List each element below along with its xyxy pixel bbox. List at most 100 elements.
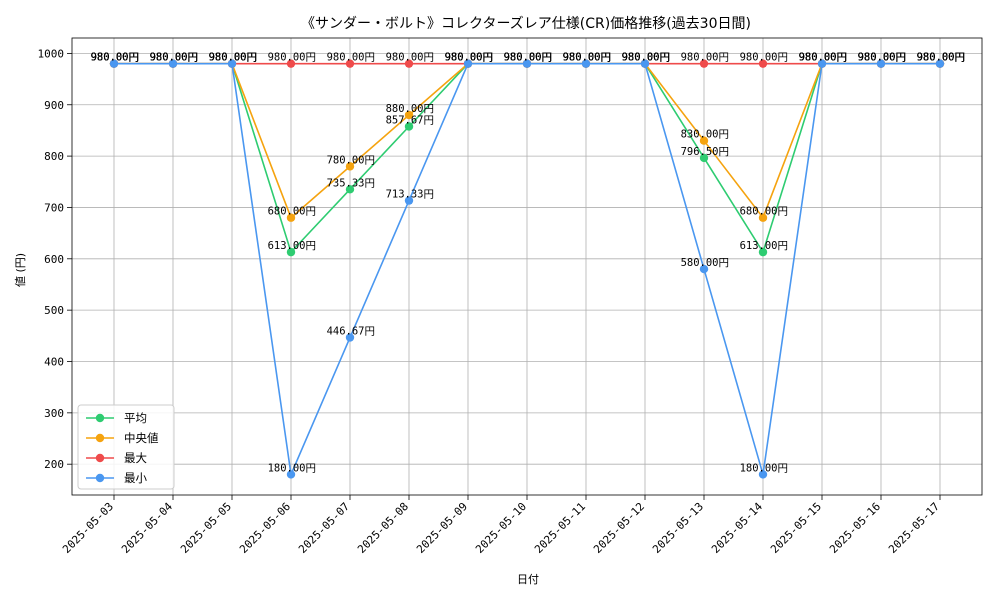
legend-swatch-marker-median [95, 433, 105, 443]
data-label-max-2025-05-07: 980.00円 [327, 52, 375, 64]
data-label-median-2025-05-16: 980.00円 [858, 52, 906, 64]
data-label-mean-2025-05-05: 980.00円 [209, 52, 257, 64]
data-label-max-2025-05-04: 980.00円 [150, 52, 198, 64]
legend-label-median: 中央値 [124, 431, 159, 445]
data-label-layer: 980.00円 980.00円 980.00円 613.00円 735.33円 857.6… [91, 52, 965, 475]
legend-swatch-marker-min [95, 473, 105, 483]
y-tick-label-300: 300 [44, 407, 64, 420]
data-label-median-2025-05-17: 980.00円 [917, 52, 965, 64]
data-label-max-2025-05-08: 980.00円 [386, 52, 434, 64]
data-label-min-2025-05-05: 980.00円 [209, 52, 257, 64]
data-label-min-2025-05-08: 713.33円 [386, 189, 434, 201]
point-min-2025-05-11 [581, 59, 591, 68]
y-tick-label-800: 800 [44, 150, 64, 163]
data-label-min-2025-05-07: 446.67円 [327, 326, 375, 338]
data-label-min-2025-05-14: 180.00円 [740, 462, 788, 474]
data-label-mean-2025-05-07: 735.33円 [327, 177, 375, 189]
legend-swatch-marker-max [95, 453, 105, 463]
data-label-max-2025-05-03: 980.00円 [91, 52, 139, 64]
point-min-2025-05-12 [640, 59, 650, 68]
data-label-median-2025-05-14: 680.00円 [740, 206, 788, 218]
y-tick-label-200: 200 [44, 458, 64, 471]
data-label-median-2025-05-15: 980.00円 [799, 52, 847, 64]
point-min-2025-05-15 [817, 59, 827, 68]
data-label-mean-2025-05-10: 980.00円 [504, 52, 552, 64]
legend-label-min: 最小 [124, 471, 147, 485]
data-label-max-2025-05-13: 980.00円 [681, 52, 729, 64]
plot-frame [71, 37, 983, 496]
data-label-median-2025-05-05: 980.00円 [209, 52, 257, 64]
legend-label-max: 最大 [124, 451, 147, 465]
data-label-min-2025-05-13: 580.00円 [681, 257, 729, 269]
data-label-mean-2025-05-08: 857.67円 [386, 114, 434, 126]
point-mean-2025-05-07 [345, 185, 355, 194]
point-median-2025-05-07 [345, 162, 355, 171]
data-label-mean-2025-05-06: 613.00円 [268, 240, 316, 252]
point-min-2025-05-13 [699, 264, 709, 274]
y-tick-label-500: 500 [44, 304, 64, 317]
point-max-2025-05-06 [286, 59, 296, 68]
data-label-max-2025-05-05: 980.00円 [209, 52, 257, 64]
point-mean-2025-05-06 [286, 247, 296, 257]
data-label-median-2025-05-11: 980.00円 [563, 52, 611, 64]
y-axis-label: 値 (円) [14, 253, 27, 287]
point-min-2025-05-04 [168, 59, 178, 68]
data-label-mean-2025-05-16: 980.00円 [858, 52, 906, 64]
point-mean-2025-05-14 [758, 247, 768, 257]
data-label-median-2025-05-12: 980.00円 [622, 52, 670, 64]
legend-box [77, 404, 175, 490]
data-label-mean-2025-05-11: 980.00円 [563, 52, 611, 64]
data-label-median-2025-05-03: 980.00円 [91, 52, 139, 64]
data-label-max-2025-05-09: 980.00円 [445, 52, 493, 64]
data-label-max-2025-05-15: 980.00円 [799, 52, 847, 64]
data-label-max-2025-05-10: 980.00円 [504, 52, 552, 64]
data-label-median-2025-05-10: 980.00円 [504, 52, 552, 64]
data-label-mean-2025-05-03: 980.00円 [91, 52, 139, 64]
data-label-min-2025-05-06: 180.00円 [268, 462, 316, 474]
data-label-mean-2025-05-09: 980.00円 [445, 52, 493, 64]
data-label-median-2025-05-13: 830.00円 [681, 129, 729, 141]
data-label-min-2025-05-04: 980.00円 [150, 52, 198, 64]
point-min-2025-05-14 [758, 470, 768, 479]
data-label-mean-2025-05-14: 613.00円 [740, 240, 788, 252]
point-min-2025-05-08 [404, 196, 414, 205]
point-min-2025-05-07 [345, 333, 355, 342]
point-min-2025-05-03 [109, 59, 119, 68]
point-median-2025-05-06 [286, 213, 296, 222]
point-min-2025-05-06 [286, 470, 296, 479]
y-tick-label-1000: 1000 [38, 47, 65, 60]
chart-title: 《サンダー・ボルト》コレクターズレア仕様(CR)価格推移(過去30日間) [301, 16, 751, 32]
data-label-min-2025-05-12: 980.00円 [622, 52, 670, 64]
y-tick-label-600: 600 [44, 253, 64, 266]
x-axis-label: 日付 [517, 573, 539, 586]
y-tick-label-700: 700 [44, 201, 64, 214]
legend-label-mean: 平均 [124, 411, 147, 425]
data-label-max-2025-05-06: 980.00円 [268, 52, 316, 64]
data-label-mean-2025-05-12: 980.00円 [622, 52, 670, 64]
data-label-min-2025-05-17: 980.00円 [917, 52, 965, 64]
data-label-max-2025-05-14: 980.00円 [740, 52, 788, 64]
data-label-max-2025-05-12: 980.00円 [622, 52, 670, 64]
data-label-mean-2025-05-04: 980.00円 [150, 52, 198, 64]
data-label-max-2025-05-17: 980.00円 [917, 52, 965, 64]
y-tick-label-400: 400 [44, 355, 64, 368]
data-label-min-2025-05-10: 980.00円 [504, 52, 552, 64]
data-label-median-2025-05-08: 880.00円 [386, 103, 434, 115]
point-max-2025-05-07 [345, 59, 355, 68]
data-label-mean-2025-05-13: 796.50円 [681, 146, 729, 158]
data-label-min-2025-05-11: 980.00円 [563, 52, 611, 64]
point-max-2025-05-14 [758, 59, 768, 68]
data-label-min-2025-05-09: 980.00円 [445, 52, 493, 64]
point-max-2025-05-08 [404, 59, 414, 68]
data-label-min-2025-05-16: 980.00円 [858, 52, 906, 64]
point-min-2025-05-16 [876, 59, 886, 68]
data-label-mean-2025-05-15: 980.00円 [799, 52, 847, 64]
data-label-median-2025-05-04: 980.00円 [150, 52, 198, 64]
point-median-2025-05-08 [404, 110, 414, 120]
legend-swatch-marker-mean [95, 413, 105, 423]
point-median-2025-05-13 [699, 136, 709, 145]
point-mean-2025-05-13 [699, 153, 709, 163]
